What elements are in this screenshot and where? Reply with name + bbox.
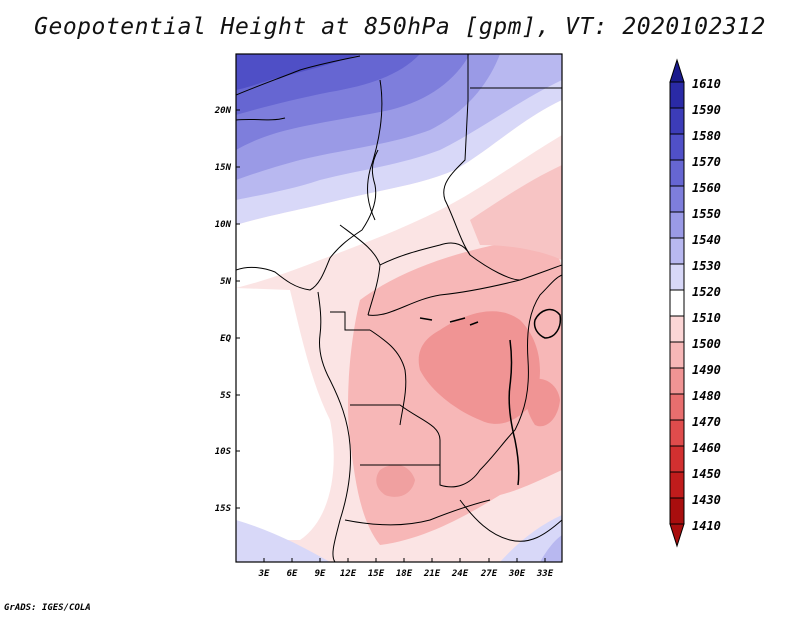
colorbar-swatch [669,419,685,447]
colorbar: 1610 1590 1580 1570 1560 1550 1540 1530 1520 1510… [669,58,721,548]
colorbar-bottom-arrow [669,523,685,548]
colorbar-level-label: 1590 [692,103,721,117]
boundaries [236,54,562,562]
lat-tick-label: 20N [214,106,232,116]
colorbar-level-label: 1540 [692,233,721,247]
colorbar-level-label: 1530 [692,259,721,273]
field-spot-1485 [376,464,415,497]
lat-tick-label: 5S [220,391,231,401]
colorbar-level-label: 1410 [692,519,721,533]
credit-label: GrADS: IGES/COLA [4,603,91,613]
field-southeast-1520 [500,515,562,562]
car-north-border [379,242,471,266]
field-south-1520 [236,520,330,562]
rift-lakes [508,339,520,486]
lat-tick-label: 10S [215,447,232,457]
lake-victoria [533,308,562,339]
lat-tick-label: 10N [215,220,232,230]
field-band-1495 [470,165,562,260]
zimbabwe-border [459,499,562,542]
lon-tick-label: 33E [536,569,554,579]
drc-east-border [514,274,562,431]
map-frame [235,53,563,563]
colorbar-level-label: 1480 [692,389,721,403]
lon-tick-label: 21E [423,569,441,579]
map-title: Geopotential Height at 850hPa [gpm], VT:… [34,14,766,40]
colorbar-swatch [669,315,685,343]
colorbar-level-label: 1510 [692,311,721,325]
colorbar-level-label: 1450 [692,467,721,481]
north-border-2 [236,117,286,121]
colorbar-swatch [669,159,685,187]
lon-tick-label: 12E [340,569,357,579]
height-field [236,54,562,562]
colorbar-swatch [669,367,685,395]
colorbar-swatch [669,471,685,499]
colorbar-level-label: 1580 [692,129,721,143]
colorbar-swatch [669,445,685,473]
field-ocean-1510 [236,288,334,540]
lon-tick-label: 3E [258,569,270,579]
lon-tick-label: 30E [508,569,526,579]
lon-tick-label: 27E [480,569,498,579]
congo-river-marks [419,317,479,326]
gabon-border [330,311,370,331]
colorbar-level-label: 1470 [692,415,721,429]
colorbar-swatch [669,107,685,135]
colorbar-top-arrow [669,58,685,83]
north-border-1 [236,55,361,96]
niger-chad-border [367,79,383,221]
colorbar-level-label: 1520 [692,285,721,299]
lon-tick-label: 15E [368,569,385,579]
colorbar-swatch [669,211,685,239]
colorbar-swatch [669,289,685,317]
lat-tick-label: 15S [215,504,232,514]
west-africa-coast [236,149,379,291]
colorbar-level-label: 1550 [692,207,721,221]
colorbar-level-label: 1560 [692,181,721,195]
lat-tick-label: EQ [220,334,231,344]
colorbar-level-label: 1610 [692,77,721,91]
central-africa-coast [317,291,351,562]
field-band-1510 [236,100,562,288]
colorbar-level-label: 1490 [692,363,721,377]
latitude-axis: 20N 15N 10N 5N EQ 5S 10S 15S [214,106,240,514]
colorbar-level-label: 1500 [692,337,721,351]
colorbar-swatch [669,133,685,161]
field-spot-1480-east [525,378,560,427]
colorbar-swatch [669,497,685,525]
longitude-axis: 3E 6E 9E 12E 15E 18E 21E 24E 27E 30E 33E [258,558,554,579]
field-southeast-1530 [540,535,562,562]
car-south-border [367,279,521,316]
lon-tick-label: 18E [396,569,413,579]
colorbar-swatch [669,81,685,109]
colorbar-swatch [669,237,685,265]
colorbar-level-label: 1430 [692,493,721,507]
angola-drc-border [350,404,441,465]
congo-border [369,329,407,426]
colorbar-swatch [669,185,685,213]
colorbar-swatch [669,341,685,369]
lat-tick-label: 15N [215,163,232,173]
lon-tick-label: 9E [315,569,326,579]
colorbar-swatch [669,393,685,421]
colorbar-swatch [669,263,685,291]
angola-zambia-border [360,429,516,488]
colorbar-level-label: 1570 [692,155,721,169]
lat-tick-label: 5N [220,277,231,287]
namibia-border [344,499,491,526]
lon-tick-label: 24E [451,569,469,579]
colorbar-level-label: 1460 [692,441,721,455]
lon-tick-label: 6E [287,569,298,579]
